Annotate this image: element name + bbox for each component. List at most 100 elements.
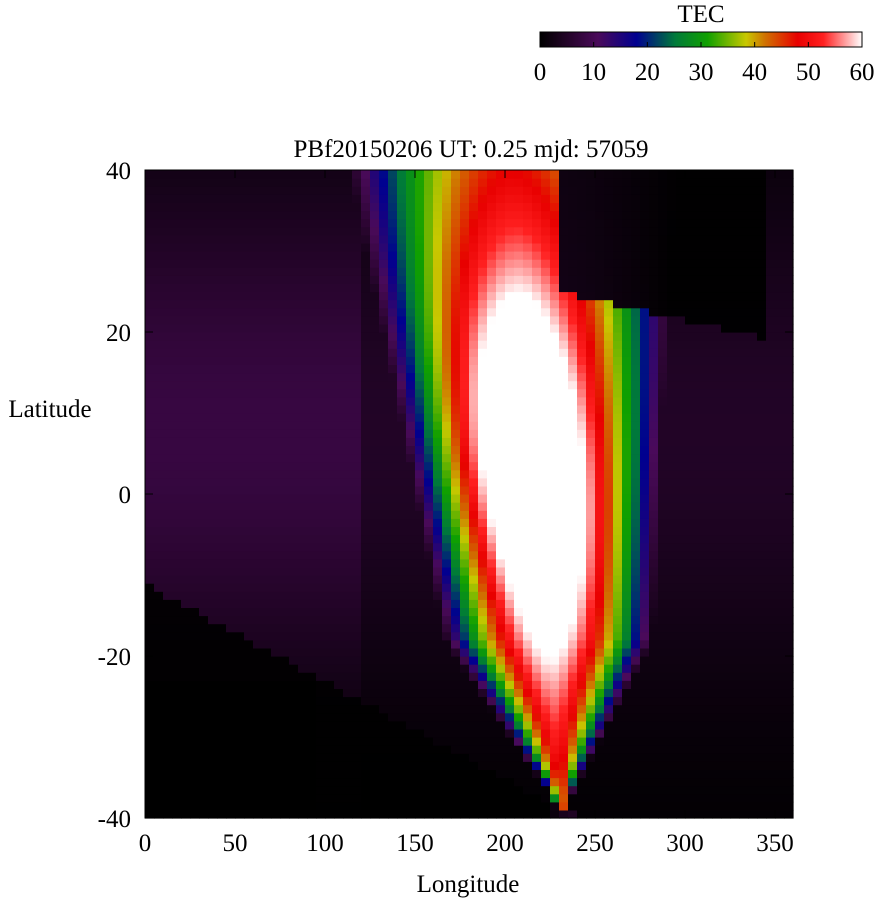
heatmap-cell — [550, 607, 560, 617]
heatmap-cell — [253, 558, 263, 568]
heatmap-cell — [694, 218, 704, 228]
heatmap-cell — [667, 356, 677, 365]
heatmap-cell — [577, 631, 587, 641]
heatmap-cell — [289, 364, 299, 374]
heatmap-cell — [145, 485, 155, 495]
heatmap-cell — [604, 413, 614, 422]
heatmap-cell — [343, 453, 353, 463]
heatmap-cell — [451, 380, 461, 390]
heatmap-cell — [298, 672, 308, 681]
heatmap-cell — [199, 566, 209, 576]
heatmap-cell — [307, 234, 317, 244]
heatmap-cell — [271, 526, 281, 536]
heatmap-cell — [676, 194, 686, 203]
heatmap-cell — [388, 639, 398, 649]
heatmap-cell — [262, 575, 272, 584]
heatmap-cell — [370, 542, 380, 552]
heatmap-cell — [424, 178, 434, 187]
heatmap-cell — [298, 170, 308, 179]
heatmap-cell — [694, 688, 704, 698]
heatmap-cell — [658, 421, 668, 430]
heatmap-cell — [379, 801, 389, 811]
heatmap-cell — [298, 591, 308, 600]
heatmap-cell — [658, 656, 668, 665]
heatmap-cell — [514, 591, 524, 600]
heatmap-cell — [145, 793, 155, 803]
heatmap-cell — [523, 445, 533, 455]
heatmap-cell — [208, 558, 218, 568]
heatmap-cell — [658, 542, 668, 552]
heatmap-cell — [658, 534, 668, 544]
heatmap-cell — [676, 332, 686, 341]
heatmap-cell — [316, 218, 326, 228]
heatmap-cell — [262, 785, 272, 795]
heatmap-cell — [271, 461, 281, 471]
heatmap-cell — [505, 745, 515, 754]
heatmap-cell — [604, 429, 614, 438]
heatmap-cell — [541, 688, 551, 698]
heatmap-cell — [604, 720, 614, 730]
heatmap-cell — [460, 558, 470, 568]
heatmap-cell — [604, 469, 614, 479]
heatmap-cell — [442, 356, 452, 365]
heatmap-cell — [280, 437, 290, 446]
heatmap-cell — [424, 404, 434, 414]
heatmap-cell — [388, 396, 398, 406]
heatmap-cell — [496, 275, 506, 284]
heatmap-cell — [460, 607, 470, 617]
heatmap-cell — [568, 801, 578, 811]
heatmap-cell — [451, 631, 461, 641]
heatmap-cell — [298, 737, 308, 746]
heatmap-cell — [424, 656, 434, 665]
heatmap-cell — [532, 558, 542, 568]
heatmap-cell — [685, 558, 695, 568]
heatmap-cell — [442, 421, 452, 430]
heatmap-cell — [343, 259, 353, 268]
heatmap-cell — [613, 801, 623, 811]
heatmap-cell — [316, 777, 326, 787]
heatmap-cell — [523, 372, 533, 382]
heatmap-cell — [154, 210, 164, 220]
heatmap-cell — [235, 291, 245, 301]
heatmap-cell — [568, 275, 578, 284]
heatmap-cell — [613, 267, 623, 276]
heatmap-cell — [550, 251, 560, 260]
heatmap-cell — [235, 242, 245, 252]
heatmap-cell — [505, 526, 515, 536]
heatmap-cell — [442, 607, 452, 617]
heatmap-cell — [217, 437, 227, 446]
heatmap-cell — [460, 680, 470, 689]
heatmap-cell — [595, 202, 605, 212]
heatmap-cell — [244, 332, 254, 341]
heatmap-cell — [496, 364, 506, 374]
heatmap-cell — [586, 566, 596, 576]
heatmap-cell — [370, 461, 380, 471]
heatmap-cell — [469, 599, 479, 608]
heatmap-cell — [469, 801, 479, 811]
heatmap-cell — [343, 323, 353, 333]
heatmap-cell — [262, 761, 272, 770]
heatmap-cell — [505, 801, 515, 811]
heatmap-cell — [289, 251, 299, 260]
heatmap-cell — [181, 558, 191, 568]
heatmap-cell — [217, 372, 227, 382]
heatmap-cell — [298, 380, 308, 390]
heatmap-cell — [379, 639, 389, 649]
heatmap-cell — [190, 696, 200, 706]
heatmap-cell — [226, 720, 236, 730]
heatmap-cell — [406, 785, 416, 795]
heatmap-cell — [307, 542, 317, 552]
heatmap-cell — [577, 170, 587, 179]
heatmap-cell — [361, 283, 371, 293]
heatmap-cell — [280, 599, 290, 608]
heatmap-cell — [523, 761, 533, 770]
heatmap-cell — [190, 494, 200, 503]
heatmap-cell — [352, 372, 362, 382]
heatmap-cell — [298, 242, 308, 252]
heatmap-cell — [586, 769, 596, 779]
heatmap-cell — [208, 728, 218, 738]
heatmap-cell — [559, 639, 569, 649]
heatmap-cell — [325, 737, 335, 746]
heatmap-cell — [640, 753, 650, 762]
heatmap-cell — [388, 267, 398, 276]
